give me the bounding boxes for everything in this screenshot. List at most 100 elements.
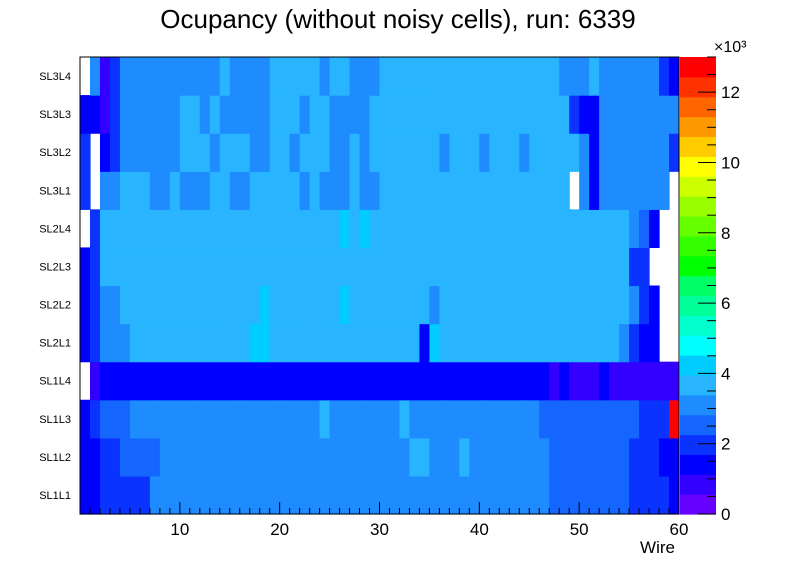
heatmap-cell bbox=[359, 95, 371, 134]
heatmap-cell bbox=[599, 285, 610, 325]
heatmap-cell bbox=[289, 323, 301, 363]
heatmap-cell bbox=[379, 133, 391, 172]
heatmap-cell bbox=[649, 475, 660, 515]
heatmap-cell bbox=[429, 437, 440, 477]
heatmap-cell bbox=[569, 323, 580, 363]
heatmap-cell bbox=[499, 285, 510, 325]
heatmap-cell bbox=[329, 57, 341, 96]
heatmap-cell bbox=[569, 399, 580, 439]
heatmap-cell bbox=[519, 323, 530, 363]
heatmap-cell bbox=[389, 399, 401, 439]
heatmap-cell bbox=[209, 285, 221, 325]
heatmap-cell bbox=[459, 57, 470, 96]
heatmap-cell bbox=[639, 285, 650, 325]
heatmap-cell bbox=[219, 209, 231, 249]
heatmap-cell bbox=[80, 399, 91, 439]
heatmap-cell bbox=[459, 171, 470, 210]
heatmap-cell bbox=[669, 57, 680, 96]
heatmap-cell bbox=[619, 285, 630, 325]
heatmap-cell bbox=[649, 399, 660, 439]
heatmap-cell bbox=[669, 95, 680, 134]
heatmap-cell bbox=[379, 171, 391, 210]
heatmap-cell bbox=[299, 57, 311, 96]
heatmap-cell bbox=[129, 57, 141, 96]
heatmap-cell bbox=[199, 95, 211, 134]
heatmap-cell bbox=[219, 475, 231, 515]
heatmap-cell bbox=[479, 133, 490, 172]
heatmap-cell bbox=[549, 323, 560, 363]
colorbar-segment bbox=[680, 414, 716, 436]
heatmap-cell bbox=[499, 361, 510, 401]
heatmap-cell bbox=[169, 57, 181, 96]
heatmap-cell bbox=[539, 323, 550, 363]
heatmap-cell bbox=[609, 57, 620, 96]
heatmap-cell bbox=[649, 209, 660, 249]
heatmap-cell bbox=[299, 475, 311, 515]
heatmap-cell bbox=[299, 399, 311, 439]
heatmap-cell bbox=[359, 285, 371, 325]
heatmap-cell bbox=[159, 475, 171, 515]
heatmap-cell bbox=[429, 475, 440, 515]
heatmap-cell bbox=[199, 437, 211, 477]
heatmap-cell bbox=[339, 171, 351, 210]
heatmap-cell bbox=[169, 361, 181, 401]
heatmap-cell bbox=[549, 133, 560, 172]
heatmap-cell bbox=[589, 209, 600, 249]
heatmap-cell bbox=[269, 209, 281, 249]
heatmap-cell bbox=[469, 209, 480, 249]
heatmap-cell bbox=[89, 399, 101, 439]
heatmap-cell bbox=[179, 323, 191, 363]
heatmap-cell bbox=[409, 57, 421, 96]
heatmap-cell bbox=[80, 475, 91, 515]
heatmap-cell bbox=[189, 323, 201, 363]
heatmap-cell bbox=[389, 437, 401, 477]
heatmap-cell bbox=[519, 437, 530, 477]
heatmap-cell bbox=[589, 323, 600, 363]
heatmap-cell bbox=[409, 247, 421, 287]
heatmap-cell bbox=[109, 361, 121, 401]
heatmap-cell bbox=[89, 323, 101, 363]
heatmap-cell bbox=[369, 209, 381, 249]
heatmap-cell bbox=[229, 95, 241, 134]
heatmap-cell bbox=[439, 95, 450, 134]
heatmap-cell bbox=[329, 171, 341, 210]
heatmap-cell bbox=[89, 285, 101, 325]
heatmap-cell bbox=[439, 133, 450, 172]
heatmap-cell bbox=[349, 247, 361, 287]
heatmap-cell bbox=[339, 209, 351, 249]
heatmap-cell bbox=[469, 171, 480, 210]
heatmap-cell bbox=[639, 399, 650, 439]
heatmap-cell bbox=[519, 171, 530, 210]
heatmap-cell bbox=[509, 57, 520, 96]
heatmap-cell bbox=[169, 437, 181, 477]
heatmap-cell bbox=[229, 171, 241, 210]
heatmap-cell bbox=[289, 399, 301, 439]
heatmap-cell bbox=[239, 399, 251, 439]
heatmap-cell bbox=[639, 133, 650, 172]
heatmap-cell bbox=[189, 95, 201, 134]
heatmap-cell bbox=[319, 323, 331, 363]
colorbar-tick-label: 4 bbox=[721, 364, 730, 383]
heatmap-cell bbox=[159, 285, 171, 325]
heatmap-cell bbox=[209, 399, 221, 439]
heatmap-cell bbox=[269, 475, 281, 515]
heatmap-cell bbox=[659, 57, 670, 96]
heatmap-cell bbox=[139, 247, 151, 287]
heatmap-cell bbox=[259, 285, 271, 325]
y-tick-label: SL1L3 bbox=[39, 414, 71, 426]
heatmap-cell bbox=[80, 133, 91, 172]
heatmap-cell bbox=[459, 95, 470, 134]
heatmap-cell bbox=[279, 247, 291, 287]
heatmap-cell bbox=[669, 437, 680, 477]
heatmap-cell bbox=[319, 209, 331, 249]
heatmap-cell bbox=[569, 437, 580, 477]
heatmap-cell bbox=[209, 475, 221, 515]
heatmap-cell bbox=[369, 475, 381, 515]
heatmap-cell bbox=[389, 133, 401, 172]
heatmap-cell bbox=[499, 209, 510, 249]
heatmap-cell bbox=[279, 285, 291, 325]
heatmap-cell bbox=[99, 171, 111, 210]
heatmap-cell bbox=[509, 475, 520, 515]
heatmap-cell bbox=[539, 95, 550, 134]
heatmap-cell bbox=[189, 361, 201, 401]
